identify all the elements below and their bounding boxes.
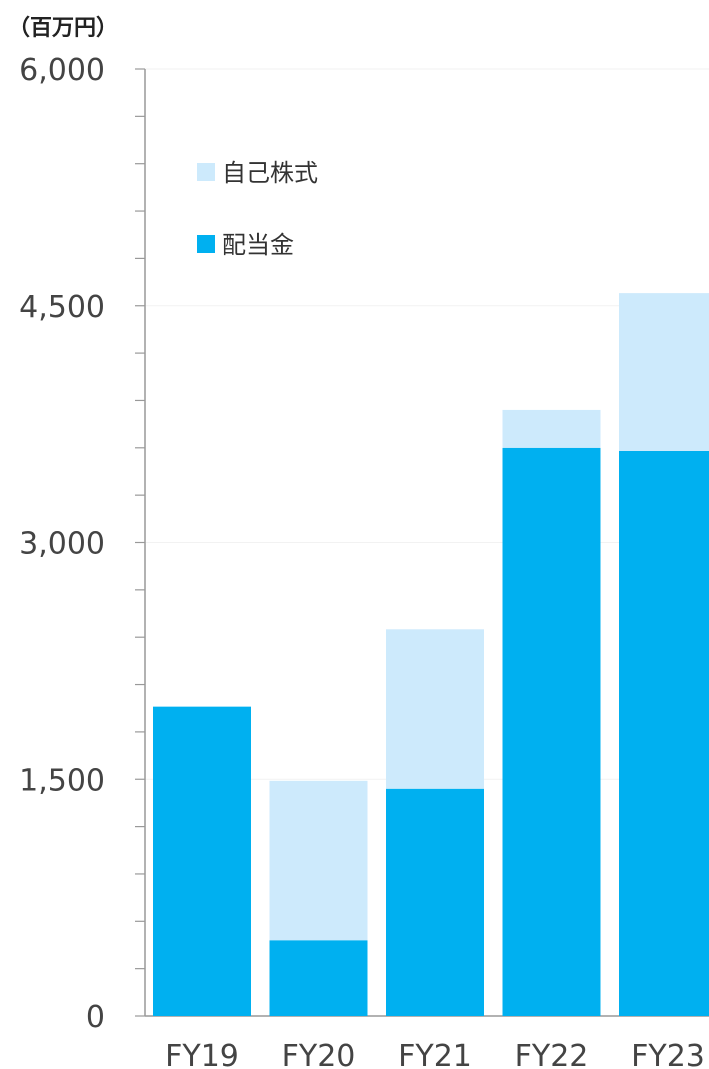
legend-swatch [197,235,215,253]
x-tick-label: FY23 [631,1039,705,1069]
x-tick-label: FY21 [398,1039,472,1069]
y-tick-label: 3,000 [19,527,105,562]
y-tick-label: 1,500 [19,763,105,798]
bar-segment [502,409,601,448]
bars [153,293,709,1016]
bar-segment [386,788,484,1016]
x-tick-label: FY22 [515,1039,589,1069]
x-axis-labels: FY19 FY20 FY21 FY22 FY23 [165,1039,705,1069]
y-tick-label: 0 [86,1000,105,1035]
y-tick-label: 4,500 [19,290,105,325]
x-tick-label: FY19 [165,1039,239,1069]
unit-label: （百万円） [8,16,119,41]
legend-label: 自己株式 [222,159,318,187]
bar-segment [386,629,484,789]
y-tick-label: 6,000 [19,53,105,88]
legend-label: 配当金 [222,231,294,259]
legend-swatch [197,163,215,181]
bar-segment [153,706,251,1016]
bar-segment [502,447,601,1016]
x-tick-label: FY20 [282,1039,356,1069]
bar-segment [619,450,709,1016]
bar-segment [269,780,368,941]
bar-segment [619,293,709,451]
bar-segment [269,940,368,1016]
y-axis: 0 1,500 3,000 4,500 6,000 [19,53,709,1035]
